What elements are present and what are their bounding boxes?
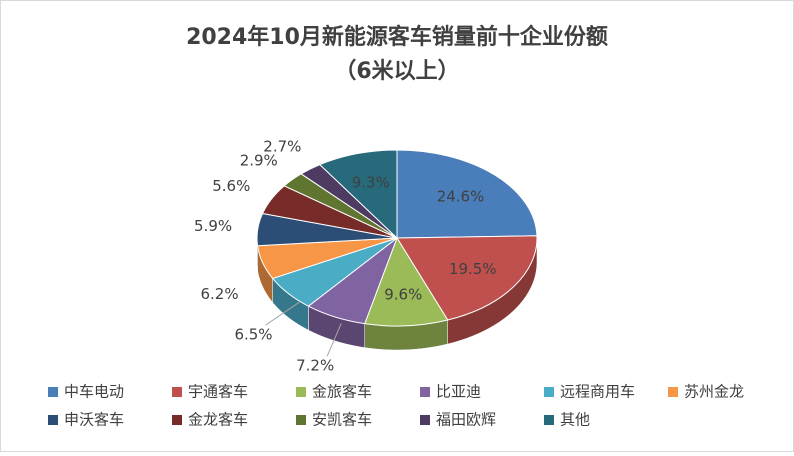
data-label: 9.6% (384, 286, 422, 304)
legend-label: 宇通客车 (188, 383, 248, 401)
data-label: 9.3% (352, 174, 390, 192)
chart-title: 2024年10月新能源客车销量前十企业份额 (186, 24, 608, 50)
legend-swatch (668, 387, 678, 397)
legend-label: 申沃客车 (64, 411, 124, 429)
leader-line (265, 301, 300, 326)
slice (396, 149, 538, 239)
legend-label: 比亚迪 (436, 383, 481, 401)
legend-swatch (296, 387, 306, 397)
legend-swatch (544, 415, 554, 425)
legend-label: 金旅客车 (312, 383, 372, 401)
legend-label: 福田欧辉 (436, 411, 496, 429)
legend-label: 其他 (560, 411, 590, 429)
data-label: 5.9% (194, 217, 232, 235)
data-label: 24.6% (437, 188, 485, 206)
data-label: 6.5% (234, 326, 272, 344)
pie: 24.6% 19.5% 9.6% 7.2% 6.5% 6.2% 5.9% 5.6% 2.9%2.… (194, 137, 538, 375)
legend-swatch (172, 387, 182, 397)
legend-swatch (420, 387, 430, 397)
slice (364, 236, 449, 327)
legend-swatch (420, 415, 430, 425)
legend-label: 远程商用车 (560, 383, 635, 401)
leader-line (326, 323, 342, 357)
data-label: 5.6% (212, 177, 250, 195)
data-label: 2.7% (263, 137, 301, 155)
data-label: 7.2% (296, 357, 334, 375)
data-label: 19.5% (449, 260, 497, 278)
legend-swatch (48, 415, 58, 425)
chart-subtitle: （6米以上） (334, 59, 459, 84)
legend-label: 金龙客车 (188, 411, 248, 429)
legend-swatch (296, 415, 306, 425)
legend-label: 苏州金龙 (684, 383, 744, 401)
data-label: 6.2% (200, 285, 238, 303)
legend-swatch (172, 415, 182, 425)
data-label: 2.9% (240, 151, 278, 169)
legend-label: 安凯客车 (312, 411, 372, 429)
legend-swatch (544, 387, 554, 397)
slice (396, 235, 538, 321)
slice (318, 149, 398, 240)
legend-label: 中车电动 (64, 383, 124, 401)
legend-swatch (48, 387, 58, 397)
